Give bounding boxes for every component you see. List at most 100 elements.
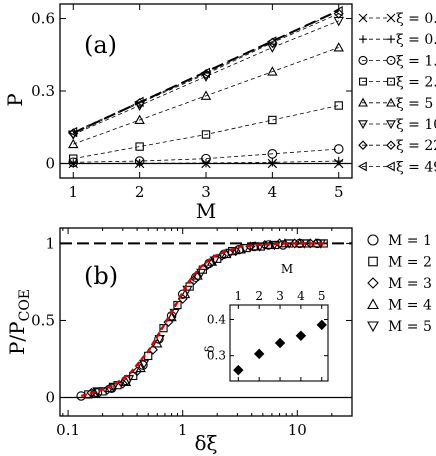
- panel-a-data-point-shape: [134, 114, 145, 124]
- panel-a-x-tick-label: 1: [68, 183, 78, 201]
- panel-b-data-point: [206, 256, 218, 266]
- panel-a-legend: ξ = 0.5 ξ = 0.84 ξ = 1.5 ξ = 2.75 ξ = 5 ξ = 1…: [357, 11, 436, 175]
- panel-b-data-point-shape: [182, 285, 193, 295]
- panel-a-data-point: [268, 157, 277, 167]
- legend-label: M = 3: [388, 276, 432, 292]
- panel-b-y-tick-label: 0: [45, 389, 55, 407]
- panel-a-data-point: [267, 148, 278, 159]
- legend-marker-shape: [359, 77, 367, 86]
- legend-marker: [387, 77, 395, 86]
- panel-b-legend: M = 1 M = 2 M = 3 M = 4 M = 5: [367, 233, 432, 335]
- legend-marker-shape: [386, 140, 396, 150]
- panel-a-data-point: [268, 115, 277, 125]
- panel-a-data-point-shape: [135, 142, 144, 151]
- panel-b-data-point-shape: [135, 362, 146, 373]
- panel-a-data-point-shape: [333, 144, 344, 154]
- panel-a-series-line: [73, 20, 339, 135]
- legend-marker: [359, 77, 367, 86]
- panel-a-data-point-shape: [67, 126, 78, 138]
- legend-marker: [368, 256, 378, 267]
- panel-b-data-point-shape: [169, 308, 180, 319]
- panel-a-data-point-shape: [267, 148, 278, 159]
- legend-marker: [359, 35, 367, 44]
- legend-marker-shape: [368, 256, 378, 267]
- panel-a-series-line: [73, 160, 339, 164]
- panel-b-data-point-shape: [206, 256, 218, 266]
- panel-a-data-point: [135, 158, 144, 168]
- panel-a-data-point-shape: [201, 153, 211, 164]
- panel-a-data-point-shape: [68, 157, 79, 168]
- panel-b-data-point: [202, 260, 213, 270]
- panel-a-limit-line: [72, 9, 340, 134]
- panel-b-data-point: [123, 375, 135, 385]
- legend-marker: [385, 161, 395, 172]
- panel-b-data-point-shape: [254, 242, 265, 252]
- legend-marker: [358, 140, 368, 150]
- panel-b-x-tick-label: 1: [178, 421, 188, 439]
- panel-a-data-point: [267, 66, 278, 76]
- panel-a-x-tick-label: 4: [268, 183, 278, 201]
- panel-b-data-point-shape: [235, 244, 246, 254]
- legend-marker-shape: [357, 161, 367, 172]
- panel-b-data-point: [254, 242, 265, 252]
- panel-a-data-point-shape: [69, 154, 78, 163]
- panel-a-data-point: [68, 157, 79, 168]
- panel-b-data-point-shape: [123, 375, 135, 385]
- legend-marker-shape: [386, 97, 396, 107]
- legend-label: ξ = 0.5: [396, 11, 436, 27]
- panel-a-data-point-shape: [267, 66, 278, 76]
- panel-b-data-point: [117, 378, 128, 389]
- panel-a-plot-area: [60, 6, 352, 169]
- panel-b-data-point: [235, 244, 246, 254]
- legend-item: M = 1: [367, 233, 432, 249]
- inset-x-tick-label: 2: [255, 289, 263, 303]
- legend-item: M = 4: [367, 298, 432, 314]
- panel-a-data-point-shape: [334, 101, 343, 110]
- legend-marker-shape: [385, 161, 395, 172]
- legend-marker-shape: [386, 120, 396, 130]
- panel-b-data-point: [138, 359, 150, 369]
- panel-a-data-point-shape: [266, 36, 277, 47]
- panel-a-label: (a): [84, 31, 117, 59]
- panel-a-data-point: [67, 126, 78, 138]
- legend-marker-shape: [367, 234, 379, 246]
- panel-a-data-point: [266, 36, 277, 47]
- inset-data-point-shape: [316, 319, 327, 331]
- legend-item: M = 3: [367, 276, 432, 292]
- panel-b-data-point: [102, 384, 113, 395]
- panel-a-data-point-shape: [134, 96, 144, 108]
- inset-x-tick-label: 4: [297, 289, 305, 303]
- panel-a-data-point-shape: [200, 90, 212, 100]
- legend-marker: [386, 13, 396, 23]
- legend-marker: [367, 234, 379, 246]
- inset-y-tick-label: 0.3: [207, 349, 226, 363]
- legend-marker-shape: [358, 97, 368, 107]
- panel-a-x-axis-label: M: [196, 199, 216, 223]
- panel-b-data-point: [239, 244, 251, 254]
- legend-marker-shape: [387, 77, 395, 86]
- legend-marker-shape: [358, 120, 368, 130]
- panel-a-data-point: [333, 144, 344, 154]
- legend-label: M = 1: [388, 233, 432, 249]
- panel-b-data-point: [182, 285, 193, 295]
- legend-marker-stroke: [386, 13, 396, 23]
- panel-b-x-tick-label: 10: [288, 421, 307, 439]
- panel-b-data-point-shape: [202, 260, 213, 270]
- legend-marker: [358, 97, 368, 107]
- legend-marker: [358, 55, 368, 65]
- panel-a-data-point: [134, 156, 145, 166]
- panel-b-data-point: [135, 362, 146, 373]
- legend-marker: [367, 298, 379, 310]
- panel-b-data-point: [216, 250, 227, 261]
- legend-marker: [386, 120, 396, 130]
- legend-marker: [386, 140, 396, 150]
- legend-marker: [387, 35, 395, 44]
- panel-b-data-point-shape: [138, 360, 148, 370]
- legend-marker-shape: [358, 55, 368, 65]
- panel-b-inset-chart: 1 2 3 4 5 0.3 0.4 M δ: [203, 262, 329, 382]
- legend-item: ξ = 22: [358, 138, 436, 154]
- legend-label: ξ = 49.5: [396, 159, 436, 175]
- legend-marker-shape: [367, 321, 379, 333]
